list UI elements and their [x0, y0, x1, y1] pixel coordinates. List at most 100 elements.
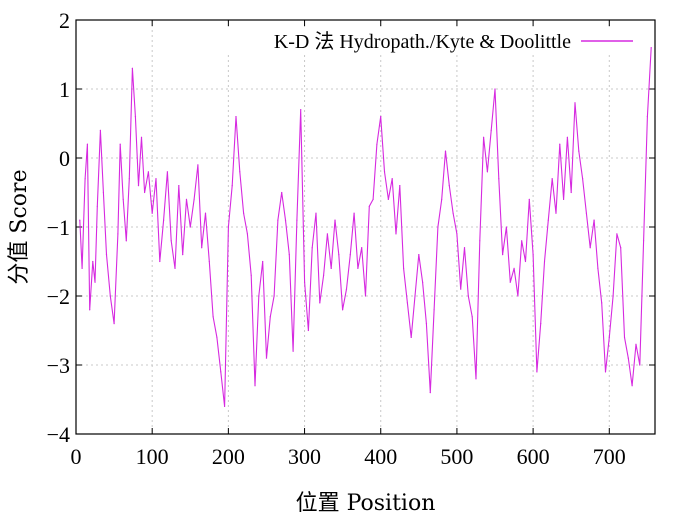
data-point [84, 178, 86, 180]
data-point [528, 198, 530, 200]
data-point [452, 212, 454, 214]
data-point [368, 205, 370, 207]
tick-marks [75, 19, 655, 435]
data-point [509, 281, 511, 283]
data-point [410, 336, 412, 338]
data-point [540, 323, 542, 325]
data-point [631, 385, 633, 387]
data-point [143, 191, 146, 194]
data-point [616, 233, 618, 235]
data-point [319, 302, 321, 304]
legend-series-label: K-D 法 Hydropath./Kyte & Doolittle [274, 30, 571, 53]
data-point [646, 116, 648, 118]
data-point [612, 295, 614, 297]
series-line [79, 47, 652, 407]
y-tick-labels: −4 −3 −2 −1 0 1 2 [47, 8, 70, 447]
data-point [265, 357, 268, 359]
data-point [490, 129, 492, 131]
data-point [441, 198, 443, 200]
x-tick-label: 0 [71, 444, 82, 469]
data-point [170, 240, 172, 242]
x-tick-label: 400 [364, 444, 397, 469]
data-point [250, 274, 252, 276]
data-point [399, 185, 401, 187]
data-point [105, 254, 108, 256]
data-point [220, 371, 222, 373]
data-point [163, 219, 165, 221]
x-axis-title: 位置 Position [296, 491, 436, 516]
data-point [269, 316, 271, 318]
data-point [444, 150, 447, 152]
data-point [456, 233, 458, 235]
data-point [566, 136, 568, 138]
data-point [498, 178, 500, 180]
data-point [414, 295, 416, 297]
x-tick-label: 600 [517, 444, 550, 469]
data-point [227, 226, 229, 228]
data-point [387, 198, 389, 200]
data-point [155, 178, 157, 180]
y-tick-label: −4 [47, 422, 70, 447]
data-point [406, 302, 409, 304]
data-point [174, 267, 176, 269]
data-point [383, 171, 386, 173]
data-point [235, 116, 237, 118]
data-point [589, 247, 591, 249]
data-point [197, 164, 199, 166]
data-point [650, 47, 652, 49]
data-point [574, 102, 576, 104]
data-point [292, 350, 294, 352]
data-point [627, 357, 629, 359]
data-point [273, 295, 275, 297]
data-point [376, 143, 378, 145]
data-point [551, 178, 553, 180]
data-point [505, 226, 508, 228]
data-point [620, 247, 622, 249]
data-point [582, 178, 584, 180]
y-axis-title: 分值 Score [7, 169, 32, 284]
data-point [239, 171, 241, 173]
data-point [326, 233, 329, 235]
series-group [79, 47, 652, 407]
y-tick-label: −1 [47, 215, 70, 240]
data-point [486, 171, 488, 173]
data-point [555, 212, 557, 214]
data-point [147, 171, 149, 173]
data-point [467, 295, 469, 297]
data-point [119, 143, 121, 145]
data-point [166, 171, 169, 173]
data-point [128, 178, 130, 180]
data-point [277, 219, 279, 221]
data-point [223, 405, 226, 407]
data-point [513, 267, 515, 269]
x-tick-label: 200 [212, 444, 245, 469]
data-point [547, 219, 549, 221]
grid [76, 20, 655, 434]
y-tick-label: 0 [59, 146, 70, 171]
legend-background [185, 27, 640, 55]
data-point [92, 260, 94, 263]
data-point [433, 309, 435, 311]
data-point [281, 191, 283, 194]
data-point [597, 267, 599, 269]
data-point [178, 185, 180, 187]
data-point [562, 198, 565, 200]
data-point [639, 364, 641, 366]
data-point [604, 371, 607, 373]
data-point [122, 198, 124, 200]
data-point [284, 219, 287, 221]
data-point [494, 88, 496, 90]
data-point [81, 267, 83, 269]
data-point [448, 185, 450, 187]
data-point [307, 329, 309, 332]
data-point [402, 267, 405, 269]
data-point [212, 316, 214, 318]
data-point [608, 336, 610, 338]
data-point [372, 198, 374, 200]
data-point [601, 302, 603, 304]
data-point [395, 233, 397, 235]
data-point [134, 116, 137, 118]
data-point [296, 219, 298, 221]
x-tick-labels: 0 100 200 300 400 500 600 700 [71, 444, 626, 469]
